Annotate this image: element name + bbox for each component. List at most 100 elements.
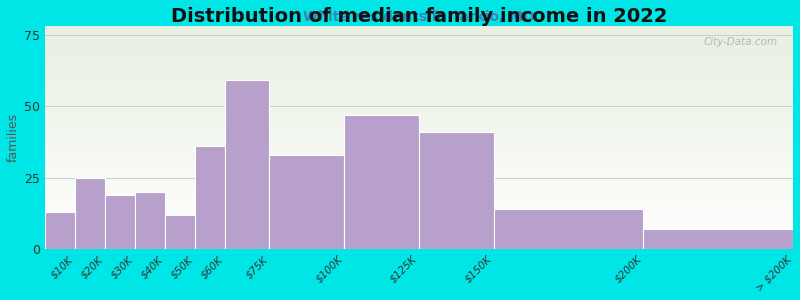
- Bar: [45, 205, 793, 206]
- Bar: [45, 181, 793, 182]
- Bar: [45, 162, 793, 163]
- Bar: [45, 47, 793, 48]
- Bar: [45, 177, 793, 178]
- Bar: [45, 167, 793, 168]
- Bar: [45, 108, 793, 109]
- Bar: [45, 216, 793, 217]
- Bar: [45, 72, 793, 73]
- Bar: [45, 114, 793, 115]
- Bar: [45, 140, 793, 141]
- Bar: [45, 55, 793, 56]
- Bar: [45, 218, 793, 219]
- Bar: [45, 199, 793, 200]
- Bar: [45, 230, 793, 231]
- Bar: [45, 137, 793, 138]
- Bar: [45, 53, 793, 54]
- Bar: [134, 192, 165, 249]
- Bar: [45, 190, 793, 191]
- Bar: [45, 99, 793, 100]
- Bar: [45, 78, 793, 79]
- Bar: [45, 82, 793, 83]
- Bar: [45, 83, 793, 84]
- Bar: [45, 231, 793, 232]
- Bar: [45, 51, 793, 52]
- Bar: [45, 41, 793, 42]
- Bar: [45, 104, 793, 105]
- Bar: [45, 166, 793, 167]
- Bar: [45, 48, 793, 49]
- Bar: [45, 56, 793, 57]
- Bar: [45, 68, 793, 69]
- Bar: [45, 35, 793, 36]
- Bar: [45, 112, 793, 113]
- Bar: [45, 61, 793, 62]
- Bar: [45, 125, 793, 126]
- Bar: [194, 146, 225, 249]
- Bar: [225, 80, 270, 249]
- Bar: [45, 75, 793, 76]
- Bar: [45, 217, 793, 218]
- Bar: [45, 244, 793, 245]
- Bar: [45, 237, 793, 238]
- Bar: [45, 31, 793, 32]
- Bar: [45, 96, 793, 97]
- Bar: [45, 179, 793, 180]
- Bar: [165, 215, 194, 249]
- Bar: [45, 207, 793, 208]
- Bar: [45, 136, 793, 137]
- Bar: [45, 64, 793, 65]
- Bar: [45, 132, 793, 133]
- Bar: [45, 153, 793, 154]
- Bar: [45, 157, 793, 158]
- Bar: [45, 239, 793, 240]
- Bar: [45, 57, 793, 58]
- Bar: [45, 246, 793, 247]
- Bar: [45, 101, 793, 102]
- Bar: [45, 115, 793, 116]
- Bar: [45, 103, 793, 104]
- Bar: [45, 248, 793, 249]
- Bar: [643, 229, 793, 249]
- Bar: [45, 131, 793, 132]
- Bar: [45, 193, 793, 194]
- Bar: [45, 233, 793, 234]
- Bar: [45, 60, 793, 61]
- Bar: [45, 180, 793, 181]
- Bar: [45, 241, 793, 242]
- Bar: [45, 40, 793, 41]
- Bar: [45, 85, 793, 86]
- Bar: [45, 119, 793, 120]
- Bar: [45, 111, 793, 112]
- Bar: [45, 189, 793, 190]
- Bar: [45, 130, 793, 131]
- Bar: [45, 225, 793, 226]
- Bar: [45, 227, 793, 228]
- Bar: [45, 150, 793, 151]
- Bar: [45, 247, 793, 248]
- Bar: [45, 45, 793, 46]
- Bar: [45, 26, 793, 27]
- Bar: [45, 34, 793, 35]
- Bar: [45, 170, 793, 171]
- Bar: [45, 206, 793, 207]
- Bar: [45, 32, 793, 33]
- Bar: [419, 132, 494, 249]
- Bar: [45, 126, 793, 127]
- Bar: [45, 95, 793, 96]
- Bar: [45, 243, 793, 244]
- Bar: [45, 185, 793, 186]
- Bar: [45, 145, 793, 146]
- Bar: [45, 106, 793, 107]
- Bar: [45, 220, 793, 221]
- Bar: [45, 212, 793, 213]
- Bar: [45, 143, 793, 144]
- Bar: [45, 212, 75, 249]
- Bar: [45, 245, 793, 246]
- Bar: [45, 242, 793, 243]
- Bar: [45, 169, 793, 170]
- Bar: [45, 172, 793, 173]
- Bar: [45, 161, 793, 162]
- Bar: [45, 29, 793, 30]
- Bar: [45, 133, 793, 134]
- Bar: [45, 168, 793, 169]
